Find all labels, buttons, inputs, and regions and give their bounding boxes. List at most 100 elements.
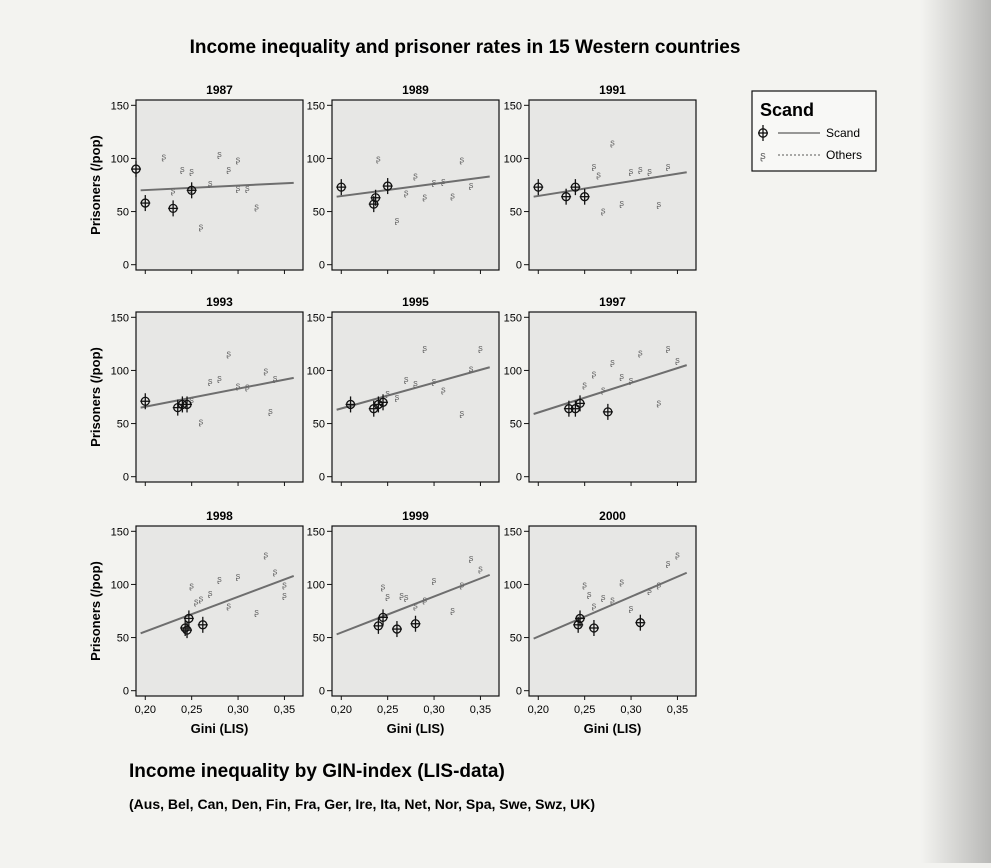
panel-frame — [331, 311, 500, 483]
scand-point — [182, 622, 193, 639]
others-point: ʂ — [385, 591, 390, 601]
others-point: ʂ — [376, 153, 381, 163]
others-point: ʂ — [638, 347, 643, 357]
others-point: ʂ — [199, 593, 204, 603]
others-point: ʂ — [582, 579, 587, 589]
others-point: ʂ — [264, 550, 269, 560]
others-point: ʂ — [592, 369, 597, 379]
others-point: ʂ — [450, 605, 455, 615]
fit-line — [336, 175, 490, 198]
scand-point — [378, 609, 389, 626]
others-point: ʂ — [441, 385, 446, 395]
panel-title: 1997 — [599, 295, 626, 309]
others-point: ʂ — [413, 601, 418, 611]
others-point: ʂ — [582, 379, 587, 389]
y-tick-label: 0 — [516, 260, 522, 272]
others-point: ʂ — [450, 191, 455, 201]
others-point: ʂ — [236, 183, 241, 193]
others-point: ʂ — [675, 355, 680, 365]
others-point: ʂ — [208, 588, 213, 598]
others-point: ʂ — [666, 558, 671, 568]
others-point: ʂ — [254, 201, 259, 211]
panel-frame — [135, 99, 304, 271]
others-point: ʂ — [171, 185, 176, 195]
others-point: ʂ — [199, 416, 204, 426]
others-point: ʂ — [385, 388, 390, 398]
others-point: ʂ — [620, 198, 625, 208]
others-point: ʂ — [610, 138, 615, 148]
others-point: ʂ — [469, 363, 474, 373]
others-point: ʂ — [666, 343, 671, 353]
scand-point — [575, 610, 586, 627]
y-tick-label: 100 — [504, 579, 522, 591]
others-point: ʂ — [666, 161, 671, 171]
others-point: ʂ — [227, 348, 232, 358]
others-point: ʂ — [217, 149, 222, 159]
scand-point — [131, 161, 141, 178]
others-point: ʂ — [189, 395, 194, 405]
fit-line — [336, 573, 491, 636]
others-point: ʂ — [460, 579, 465, 589]
scand-point — [182, 396, 193, 413]
fit-line — [533, 171, 687, 198]
fit-line — [140, 575, 295, 635]
others-point: ʂ — [423, 192, 428, 202]
others-point: ʂ — [268, 406, 273, 416]
others-point: ʂ — [413, 170, 418, 180]
others-point: ʂ — [601, 206, 606, 216]
others-point: ʂ — [236, 380, 241, 390]
panel-title: 2000 — [599, 509, 626, 523]
others-point: ʂ — [601, 592, 606, 602]
scand-point — [588, 620, 599, 636]
scand-point — [602, 403, 613, 420]
panel-title: 1998 — [206, 509, 233, 523]
x-tick-label: 0,35 — [667, 704, 688, 716]
y-tick-label: 0 — [319, 472, 325, 484]
others-point: ʂ — [381, 582, 386, 592]
x-tick-label: 0,25 — [574, 704, 595, 716]
others-point: ʂ — [441, 176, 446, 186]
legend: Scand Scand ʂ Others — [751, 90, 877, 172]
y-tick-label: 100 — [307, 365, 325, 377]
others-point: ʂ — [638, 164, 643, 174]
others-point: ʂ — [217, 373, 222, 383]
y-tick-label: 100 — [504, 153, 522, 165]
others-point: ʂ — [399, 590, 404, 600]
panel-frame — [135, 311, 304, 483]
panel-title: 1995 — [402, 295, 429, 309]
y-tick-label: 0 — [516, 472, 522, 484]
others-point: ʂ — [675, 550, 680, 560]
others-point: ʂ — [647, 166, 652, 176]
scand-point — [140, 195, 151, 212]
others-point: ʂ — [432, 376, 437, 386]
scand-point — [168, 200, 179, 217]
scand-point — [410, 615, 421, 632]
scand-point — [561, 188, 572, 205]
others-point: ʂ — [404, 187, 409, 197]
others-point: ʂ — [657, 397, 662, 407]
others-point: ʂ — [273, 373, 278, 383]
footer-title: Income inequality by GIN-index (LIS-data… — [129, 761, 505, 782]
scand-point — [373, 617, 384, 634]
x-tick-label: 0,20 — [528, 704, 549, 716]
others-point: ʂ — [601, 385, 606, 395]
y-tick-label: 150 — [504, 100, 522, 112]
fit-line — [336, 366, 490, 411]
y-tick-label: 0 — [123, 686, 129, 698]
panel-frame — [528, 525, 697, 697]
footer-subtitle: (Aus, Bel, Can, Den, Fin, Fra, Ger, Ire,… — [129, 796, 595, 812]
others-point: ʂ — [245, 381, 250, 391]
panel-title: 1989 — [402, 83, 429, 97]
figure-title: Income inequality and prisoner rates in … — [190, 37, 741, 58]
fit-line — [533, 364, 688, 415]
y-tick-label: 50 — [117, 633, 129, 645]
x-tick-label: 0,25 — [181, 704, 202, 716]
others-point: ʂ — [478, 564, 483, 574]
others-point: ʂ — [217, 574, 222, 584]
others-point: ʂ — [657, 199, 662, 209]
legend-others-marker: ʂ — [760, 150, 766, 162]
y-tick-label: 0 — [319, 260, 325, 272]
